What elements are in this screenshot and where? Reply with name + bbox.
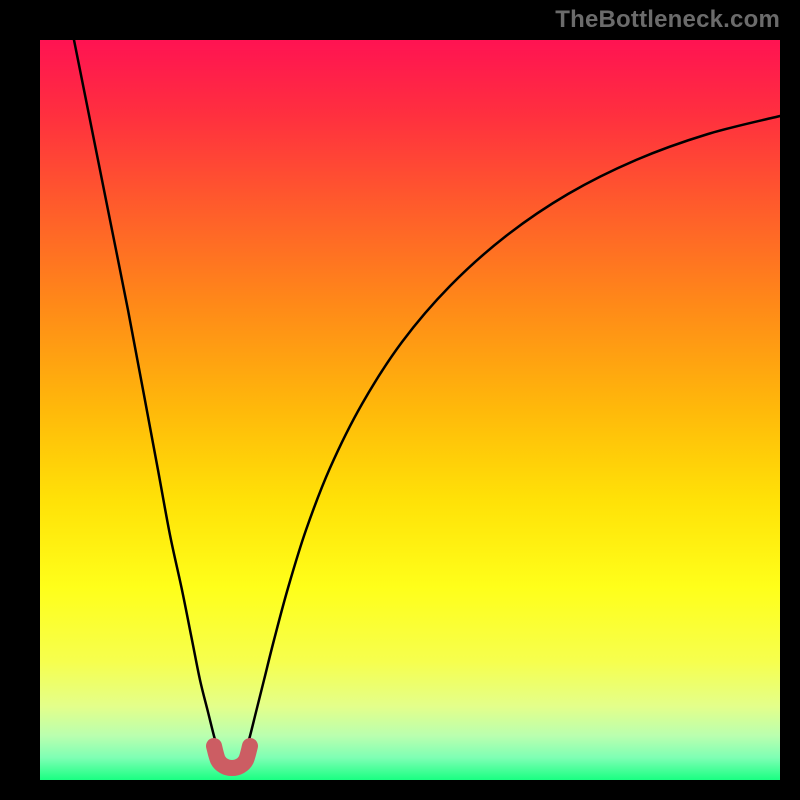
bottleneck-chart — [0, 0, 800, 800]
chart-frame: TheBottleneck.com — [0, 0, 800, 800]
plot-background — [40, 40, 780, 780]
